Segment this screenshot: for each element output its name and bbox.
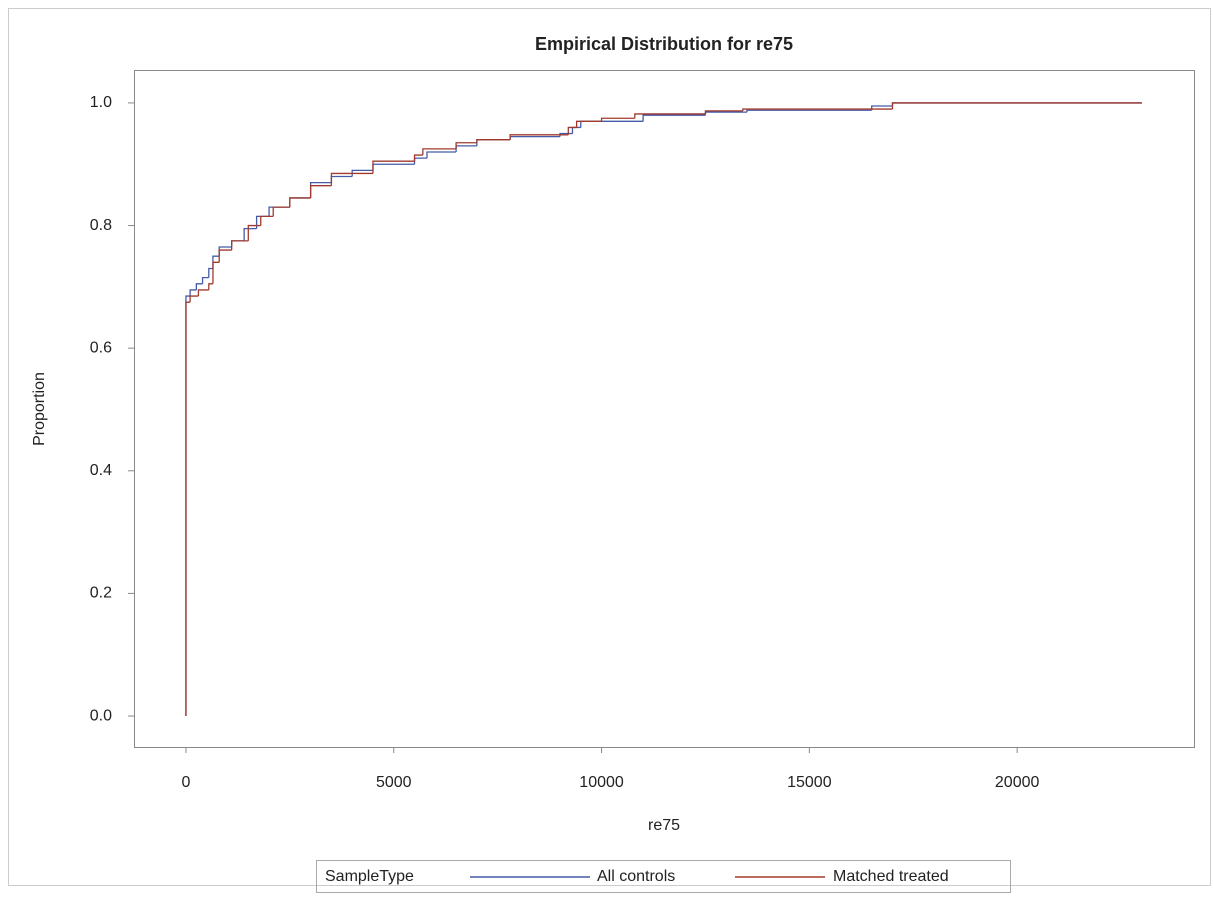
y-tick-label: 0.8 [90, 217, 112, 234]
step-segment [351, 169, 373, 177]
step-segment [309, 185, 332, 198]
step-segment [272, 206, 290, 217]
step-segment [289, 197, 311, 208]
step-segment [413, 154, 423, 162]
step-segment [247, 224, 261, 241]
step-segment [260, 215, 274, 226]
step-segment [509, 135, 560, 140]
chart-title: Empirical Distribution for re75 [535, 34, 793, 54]
step-segment [201, 277, 209, 284]
step-segment [212, 261, 220, 284]
legend-box [316, 860, 1011, 893]
step-segment [268, 206, 290, 217]
step-segment [218, 249, 232, 263]
step-segment [195, 283, 203, 290]
step-segment [189, 295, 199, 303]
y-tick-label: 1.0 [90, 94, 112, 111]
step-segment [413, 157, 428, 165]
step-segment [218, 246, 232, 257]
step-segment [509, 134, 569, 140]
x-axis-label: re75 [648, 817, 680, 834]
x-tick-label: 5000 [376, 774, 412, 791]
y-tick-label: 0.4 [90, 462, 112, 479]
step-segment [455, 145, 477, 152]
step-segment [600, 117, 635, 122]
y-tick-label: 0.6 [90, 339, 112, 356]
y-tick-label: 0.0 [90, 707, 112, 724]
step-segment [330, 172, 373, 186]
step-segment [476, 139, 511, 143]
plot-frame [134, 70, 1195, 748]
step-segment [704, 111, 748, 116]
frame [8, 8, 1211, 886]
step-segment [231, 240, 249, 251]
x-tick-label: 10000 [579, 774, 624, 791]
step-segment [197, 289, 209, 297]
step-segment [891, 102, 1142, 110]
step-segment [372, 160, 415, 174]
legend-title: SampleType [325, 868, 414, 885]
step-segment [575, 120, 602, 128]
step-segment [189, 289, 197, 297]
step-segment [255, 215, 270, 229]
x-tick-label: 0 [181, 774, 190, 791]
step-segment [208, 283, 213, 290]
step-segment [185, 301, 191, 717]
y-axis-label: Proportion [31, 372, 48, 446]
step-segment [634, 113, 706, 119]
legend-label: All controls [597, 868, 675, 885]
x-tick-label: 15000 [787, 774, 832, 791]
step-segment [243, 227, 257, 241]
step-segment [289, 197, 311, 208]
step-segment [704, 110, 743, 114]
y-tick-label: 0.2 [90, 585, 112, 602]
x-tick-label: 20000 [995, 774, 1040, 791]
step-segment [309, 181, 332, 198]
step-segment [455, 142, 477, 149]
legend-label: Matched treated [833, 868, 949, 885]
step-segment [567, 126, 577, 135]
step-segment [231, 240, 245, 248]
step-segment [746, 109, 872, 113]
step-segment [580, 120, 644, 128]
step-segment [208, 267, 213, 278]
step-segment [571, 126, 581, 134]
step-segment [642, 114, 706, 122]
step-segment [422, 148, 457, 156]
step-segment [476, 139, 511, 146]
step-segment [426, 151, 457, 159]
step-segment [330, 175, 353, 183]
step-segment [742, 108, 876, 111]
step-segment [372, 163, 415, 171]
